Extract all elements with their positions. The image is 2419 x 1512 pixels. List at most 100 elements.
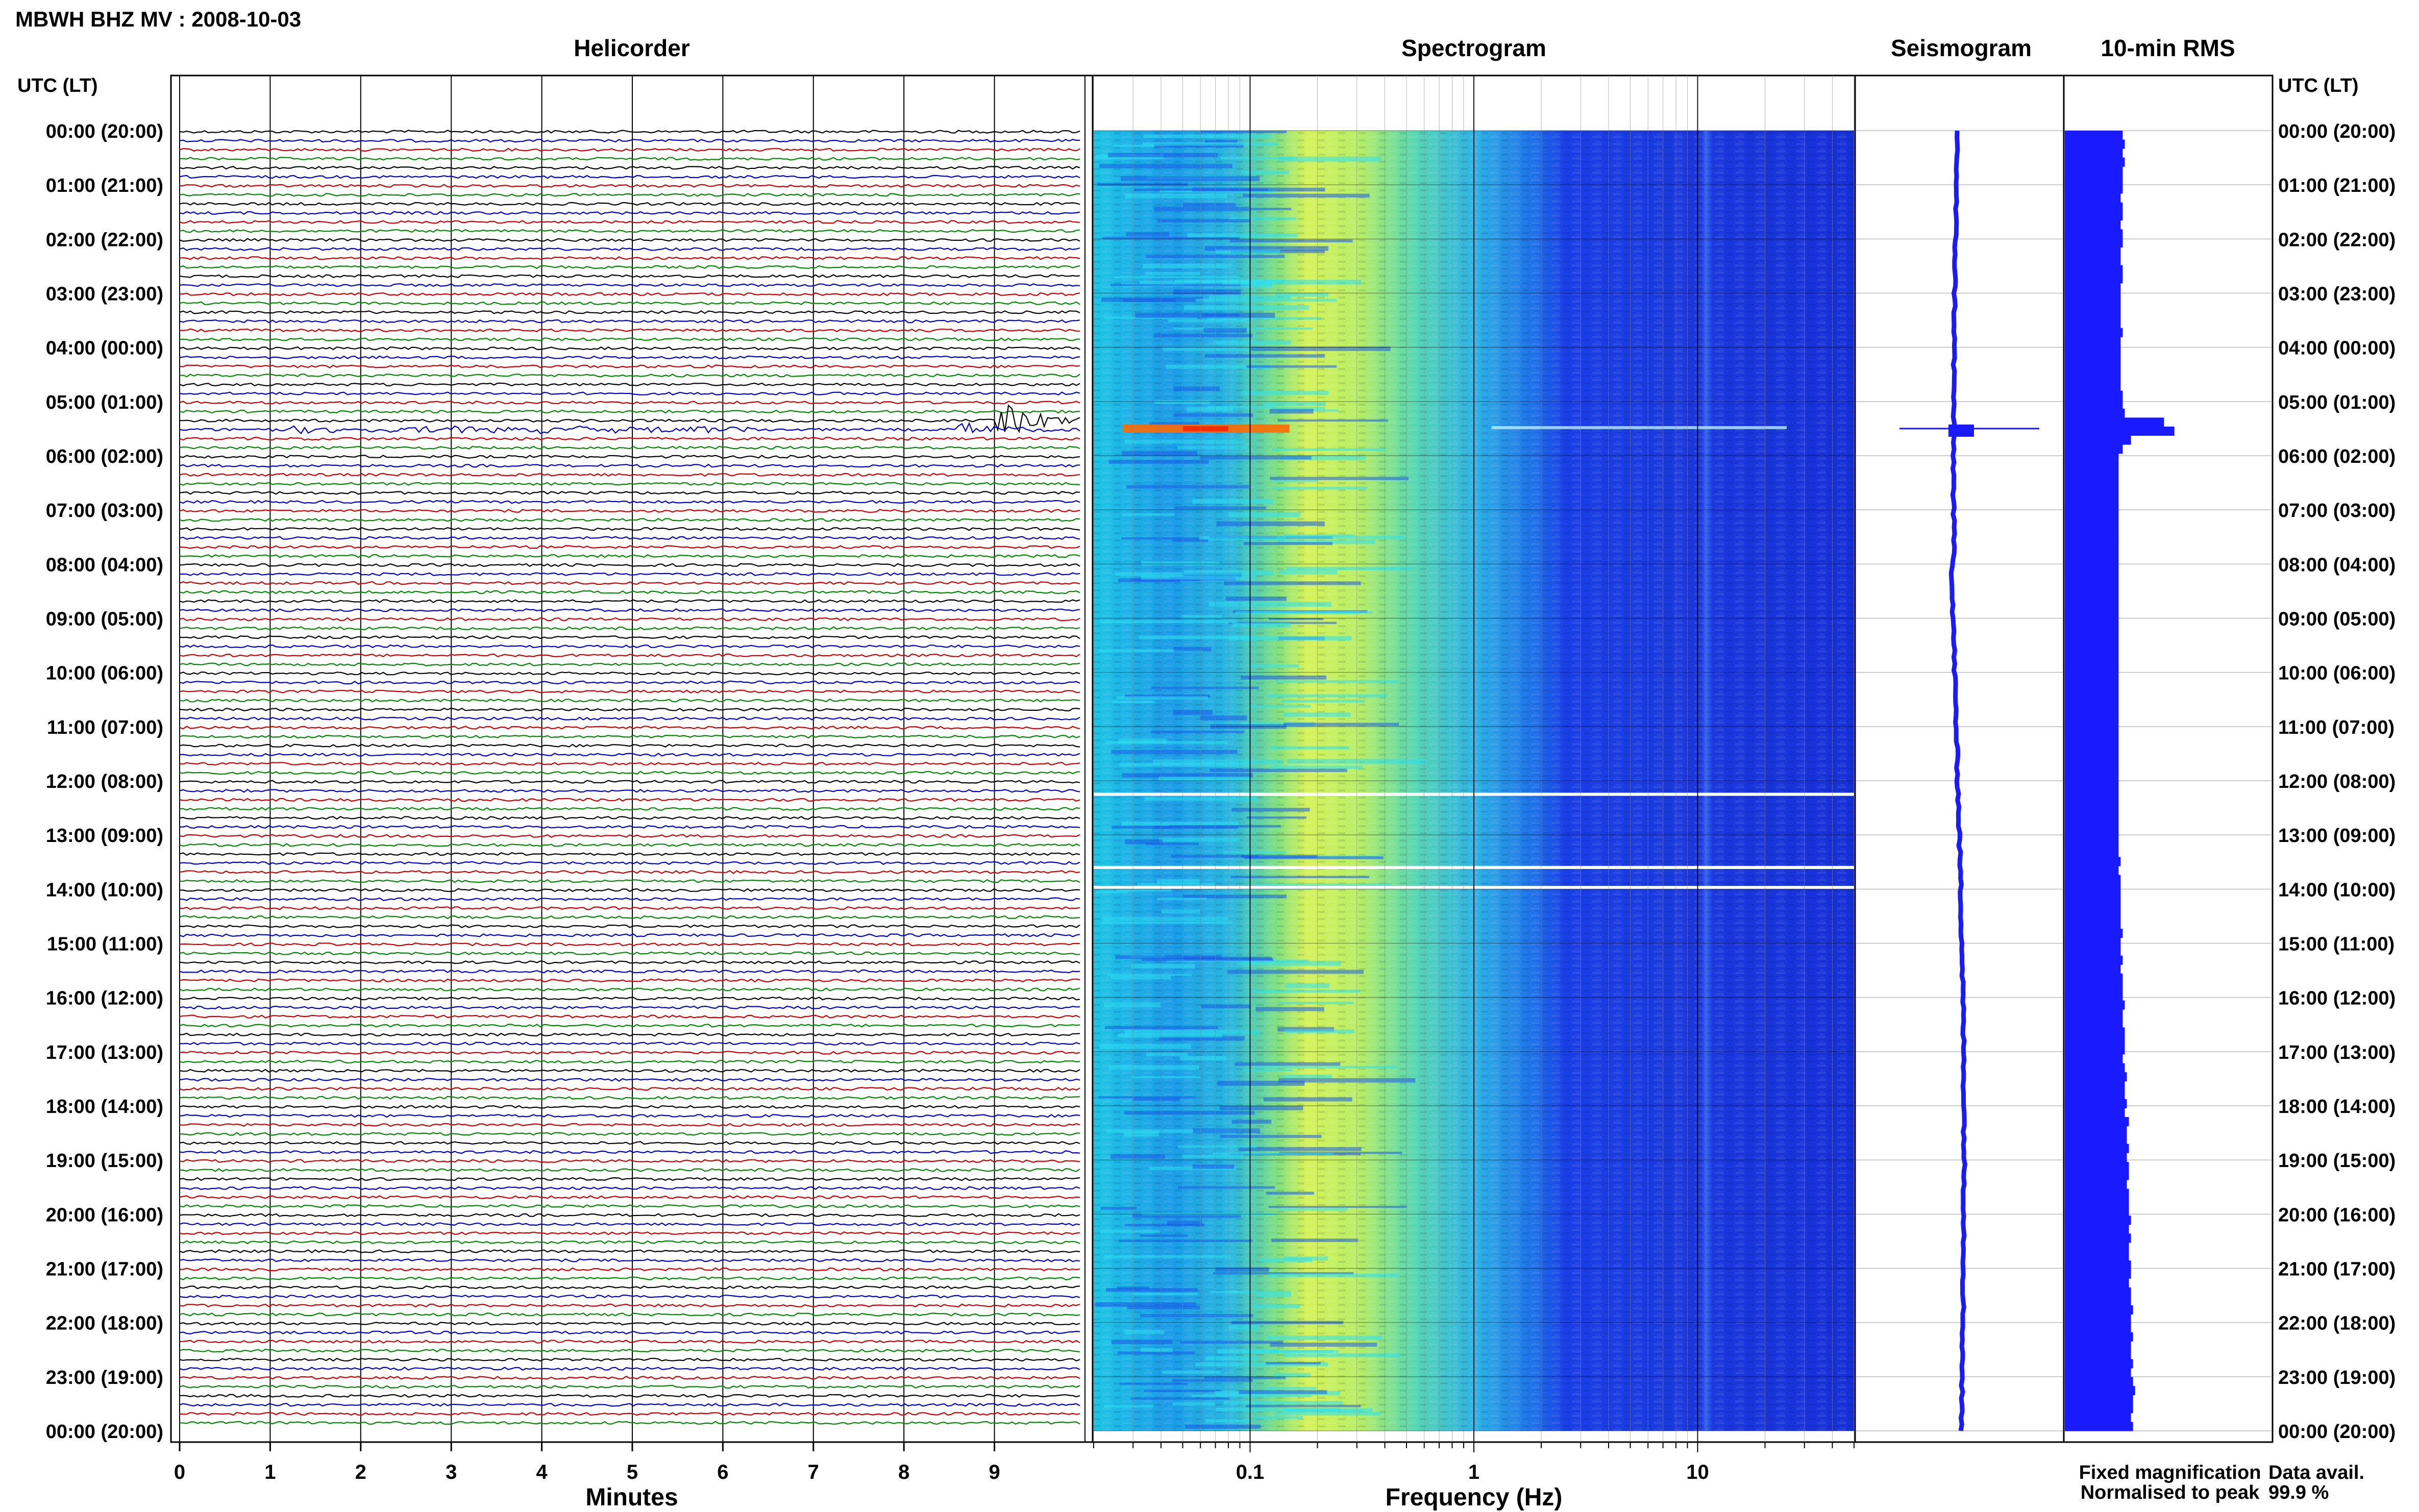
spectrogram-band bbox=[1099, 620, 1238, 623]
spectrogram-band bbox=[1274, 1411, 1381, 1416]
time-tick-label-right: 04:00 (00:00) bbox=[2278, 338, 2396, 359]
rms-bar bbox=[2065, 1224, 2129, 1234]
rms-bar bbox=[2065, 614, 2119, 624]
spectrogram-band bbox=[1145, 272, 1200, 276]
spectrogram-band bbox=[1143, 134, 1272, 138]
rms-bar bbox=[2065, 1188, 2129, 1198]
rms-bar bbox=[2065, 659, 2119, 669]
helicorder-x-tick-label: 8 bbox=[898, 1461, 909, 1483]
spectrogram-band bbox=[1256, 883, 1392, 888]
spectrogram-band bbox=[1178, 1186, 1275, 1189]
time-tick-label-right: 18:00 (14:00) bbox=[2278, 1096, 2396, 1118]
spectrogram-band bbox=[1279, 1001, 1354, 1004]
spectrogram-band bbox=[1119, 1240, 1253, 1242]
spectrogram-band bbox=[1102, 916, 1229, 921]
rms-bar bbox=[2065, 830, 2119, 839]
helicorder-trace bbox=[179, 834, 1080, 838]
helicorder-trace bbox=[179, 301, 1080, 306]
helicorder-trace bbox=[179, 1249, 1080, 1254]
time-tick-label-left: 11:00 (07:00) bbox=[47, 717, 163, 738]
helicorder-trace bbox=[179, 951, 1080, 956]
spectrogram-band bbox=[1223, 1401, 1343, 1405]
time-tick-label-right: 23:00 (19:00) bbox=[2278, 1367, 2396, 1389]
time-tick-label-left: 13:00 (09:00) bbox=[46, 825, 163, 847]
rms-bar bbox=[2065, 902, 2121, 911]
spectrogram-band bbox=[1144, 797, 1258, 801]
spectrogram-band bbox=[1171, 855, 1258, 858]
spectrogram-band bbox=[1173, 386, 1220, 391]
rms-bar bbox=[2065, 211, 2123, 221]
helicorder-trace bbox=[179, 220, 1080, 224]
helicorder-trace bbox=[179, 1348, 1080, 1353]
time-axis-header-right: UTC (LT) bbox=[2278, 75, 2359, 96]
spectrogram-band bbox=[1282, 712, 1351, 717]
helicorder-trace bbox=[179, 1141, 1080, 1145]
helicorder-trace bbox=[179, 1375, 1080, 1380]
rms-bar bbox=[2065, 1099, 2127, 1108]
helicorder-trace bbox=[179, 509, 1080, 513]
spectrogram-band bbox=[1269, 1206, 1407, 1208]
helicorder-trace bbox=[179, 680, 1080, 685]
spectrogram-band bbox=[1272, 448, 1386, 451]
helicorder-trace bbox=[179, 1069, 1080, 1073]
spectrogram-band bbox=[1108, 153, 1218, 158]
helicorder-x-label: Minutes bbox=[585, 1484, 678, 1511]
helicorder-trace bbox=[179, 1113, 1080, 1118]
helicorder-trace bbox=[179, 1051, 1080, 1055]
helicorder-trace bbox=[179, 1059, 1080, 1064]
spectrogram-band bbox=[1238, 1147, 1362, 1151]
spectrogram-band bbox=[1102, 236, 1240, 239]
helicorder-trace bbox=[179, 500, 1080, 504]
helicorder-trace bbox=[179, 960, 1080, 964]
rms-bar bbox=[2065, 1296, 2131, 1306]
rms-bar bbox=[2065, 444, 2123, 454]
spectrogram-band bbox=[1266, 1192, 1314, 1195]
rms-bar bbox=[2065, 1332, 2133, 1342]
spectrogram-band bbox=[1215, 1267, 1269, 1272]
helicorder-trace bbox=[179, 247, 1080, 251]
spectrogram-band bbox=[1117, 888, 1172, 892]
spectrogram-band bbox=[1210, 769, 1347, 772]
rms-bar bbox=[2065, 1072, 2127, 1082]
spectrogram-band bbox=[1172, 539, 1208, 542]
spectrogram-band bbox=[1251, 346, 1391, 351]
spectrogram-band bbox=[1271, 407, 1325, 410]
spectrogram-band bbox=[1193, 1128, 1261, 1133]
spectrogram-band bbox=[1104, 1404, 1153, 1408]
spectrogram-band bbox=[1110, 1154, 1165, 1159]
rms-bar bbox=[2065, 1278, 2129, 1288]
spectrogram-band bbox=[1168, 319, 1250, 323]
spectrogram-band bbox=[1282, 1353, 1400, 1357]
helicorder-trace bbox=[179, 815, 1080, 820]
helicorder-trace bbox=[179, 1394, 1080, 1398]
rms-bar bbox=[2065, 713, 2119, 723]
rms-bar bbox=[2065, 507, 2119, 517]
helicorder-trace bbox=[180, 1267, 1080, 1272]
time-tick-label-left: 23:00 (19:00) bbox=[46, 1367, 163, 1389]
helicorder-trace bbox=[179, 987, 1080, 992]
rms-bar bbox=[2065, 525, 2119, 535]
spectrogram-band bbox=[1230, 876, 1369, 878]
helicorder-trace bbox=[179, 726, 1080, 730]
legend-fixed-magnification: Fixed magnification bbox=[2079, 1462, 2261, 1483]
spectrogram-band bbox=[1111, 1340, 1173, 1345]
rms-bar bbox=[2065, 785, 2119, 795]
helicorder-trace bbox=[179, 490, 1080, 495]
spectrogram-band bbox=[1263, 402, 1326, 406]
spectrogram-band bbox=[1284, 1029, 1355, 1033]
spectrogram-band bbox=[1224, 581, 1361, 585]
time-tick-label-left: 15:00 (11:00) bbox=[47, 934, 163, 955]
rms-bar bbox=[2065, 928, 2123, 938]
spectrogram-band bbox=[1220, 1105, 1303, 1110]
time-tick-label-left: 05:00 (01:00) bbox=[46, 392, 163, 413]
rms-panel-title: 10-min RMS bbox=[2101, 35, 2235, 61]
spectrogram-band bbox=[1205, 246, 1329, 251]
rms-bar bbox=[2065, 400, 2123, 409]
helicorder-x-tick-label: 4 bbox=[536, 1461, 548, 1483]
rms-bar bbox=[2065, 435, 2131, 445]
rms-bar bbox=[2065, 319, 2121, 329]
helicorder-trace bbox=[179, 382, 1080, 387]
helicorder-trace bbox=[179, 1240, 1080, 1245]
spectrogram-band bbox=[1121, 822, 1239, 826]
helicorder-trace bbox=[179, 1042, 1080, 1046]
